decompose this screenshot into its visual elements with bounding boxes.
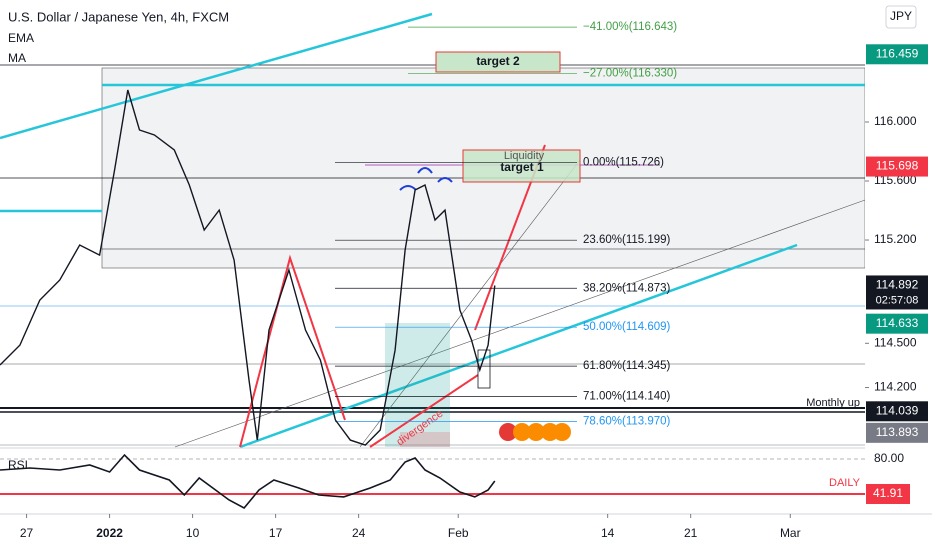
price-badge (866, 156, 928, 177)
price-badge-label: 113.893 (876, 425, 919, 439)
y-tick-label: 114.200 (874, 380, 917, 394)
event-icons (499, 423, 571, 441)
x-tick-label: 14 (601, 526, 615, 540)
countdown: 02:57:08 (876, 294, 919, 306)
annotation: target 1 (500, 160, 544, 174)
drawings (0, 12, 866, 449)
rsi-tick-label: 80.00 (874, 451, 904, 465)
x-tick-label: Mar (780, 526, 801, 540)
x-tick-label: 2022 (96, 526, 123, 540)
trend-line (0, 12, 433, 140)
y-tick-label: 116.000 (874, 114, 917, 128)
fib-label: 78.60%(113.970) (583, 416, 671, 428)
price-badge-label: 114.892 (876, 278, 919, 292)
currency: JPY (890, 9, 912, 23)
price-badge-label: 114.039 (876, 403, 919, 417)
price-line (0, 89, 496, 446)
rsi-badge (866, 483, 910, 504)
x-tick-label: 21 (684, 526, 698, 540)
fib-label: 23.60%(115.199) (583, 234, 671, 246)
price-badge (866, 275, 928, 310)
annotation: target 2 (476, 54, 520, 68)
x-tick-label: 27 (20, 526, 34, 540)
fib-label: 50.00%(114.609) (583, 321, 671, 333)
x-tick-label: Feb (448, 526, 469, 540)
trend-line (359, 159, 581, 448)
price-badge (866, 422, 928, 443)
fib-label: 61.80%(114.345) (583, 360, 671, 372)
price-badge (866, 401, 928, 422)
currency-button[interactable] (885, 5, 917, 29)
y-tick-label: 115.600 (874, 173, 917, 187)
rsi-badge-label: 41.91 (873, 486, 903, 500)
box (477, 349, 491, 389)
zigzag (239, 254, 346, 448)
trend-line (174, 199, 866, 448)
annotation: Liquidity (504, 150, 545, 162)
annotation: Monthly up (806, 397, 860, 409)
price-badge (866, 313, 928, 334)
arc (399, 167, 453, 191)
fib-label: −41.00%(116.643) (583, 21, 677, 33)
x-tick-label: 24 (352, 526, 366, 540)
price-badge-label: 116.459 (876, 46, 919, 60)
trend-line (239, 243, 798, 449)
y-tick-label: 115.200 (874, 232, 917, 246)
target-box (462, 149, 581, 183)
fib-label: 71.00%(114.140) (583, 390, 671, 402)
indicator-label: MA (8, 51, 26, 65)
reference-label: DAILY (829, 477, 861, 489)
zone (400, 432, 450, 447)
target-box (435, 51, 561, 73)
fib-label: 38.20%(114.873) (583, 282, 671, 294)
chart-title: U.S. Dollar / Japanese Yen, 4h, FXCM (8, 9, 229, 24)
fib-label: −27.00%(116.330) (583, 67, 677, 79)
price-badge (866, 44, 928, 65)
price-axis (865, 0, 932, 550)
x-tick-label: 10 (186, 526, 200, 540)
fib-label: 0.00%(115.726) (583, 156, 664, 168)
indicator-label: EMA (8, 31, 34, 45)
price-badge-label: 114.633 (876, 316, 919, 330)
rsi-title: RSI (8, 458, 28, 472)
divergence-line (369, 374, 479, 448)
price-badge-label: 115.698 (876, 159, 919, 173)
x-tick-label: 17 (269, 526, 283, 540)
y-tick-label: 114.500 (874, 335, 917, 349)
price-line (0, 453, 496, 510)
